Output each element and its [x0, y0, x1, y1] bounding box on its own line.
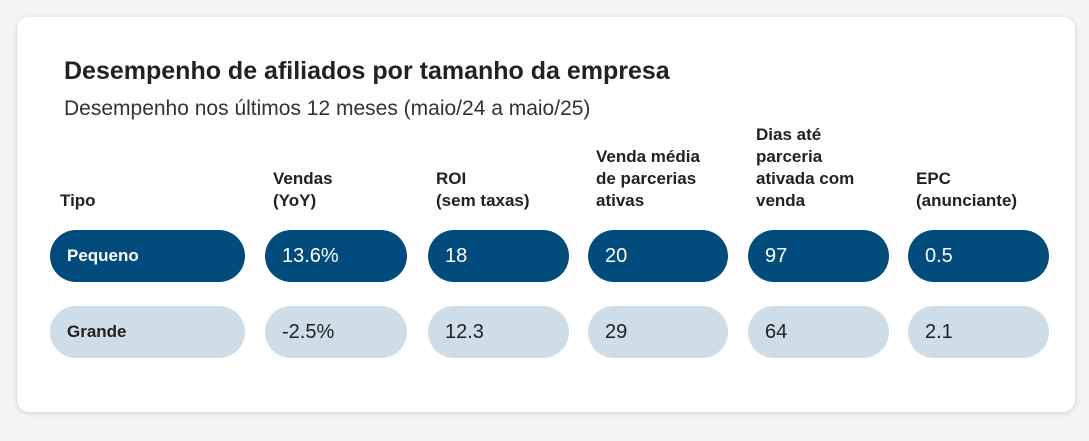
- header-line: Venda média: [596, 147, 700, 166]
- header-line: venda: [756, 191, 806, 210]
- cell: 64: [748, 306, 889, 358]
- header-line: ativas: [596, 191, 645, 210]
- cell: 20: [588, 230, 728, 282]
- column-header: Dias até parceria ativada com venda: [756, 124, 854, 212]
- cell: 0.5: [908, 230, 1049, 282]
- cell: Grande: [50, 306, 245, 358]
- cell: 12.3: [428, 306, 569, 358]
- column-header: Venda média de parcerias ativas: [596, 146, 700, 212]
- header-line: ativada com: [756, 169, 855, 188]
- header-line: EPC: [916, 169, 951, 188]
- header-line: Tipo: [60, 191, 96, 210]
- header-line: Vendas: [273, 169, 333, 188]
- cell: 29: [588, 306, 728, 358]
- column-header: EPC (anunciante): [916, 168, 1017, 212]
- header-line: de parcerias: [596, 169, 697, 188]
- cell: 97: [748, 230, 889, 282]
- header-line: (sem taxas): [436, 191, 530, 210]
- cell: Pequeno: [50, 230, 245, 282]
- header-line: (YoY): [273, 191, 317, 210]
- header-line: parceria: [756, 147, 823, 166]
- header-line: (anunciante): [916, 191, 1018, 210]
- cell: -2.5%: [265, 306, 407, 358]
- cell: 18: [428, 230, 569, 282]
- header-line: ROI: [436, 169, 467, 188]
- column-header: ROI (sem taxas): [436, 168, 530, 212]
- header-line: Dias até: [756, 125, 822, 144]
- cell: 2.1: [908, 306, 1049, 358]
- column-header: Tipo: [60, 190, 96, 212]
- subtitle: Desempenho nos últimos 12 meses (maio/24…: [64, 97, 591, 120]
- column-header: Vendas (YoY): [273, 168, 333, 212]
- card: Desempenho de afiliados por tamanho da e…: [17, 17, 1075, 412]
- cell: 13.6%: [265, 230, 407, 282]
- title: Desempenho de afiliados por tamanho da e…: [64, 57, 670, 85]
